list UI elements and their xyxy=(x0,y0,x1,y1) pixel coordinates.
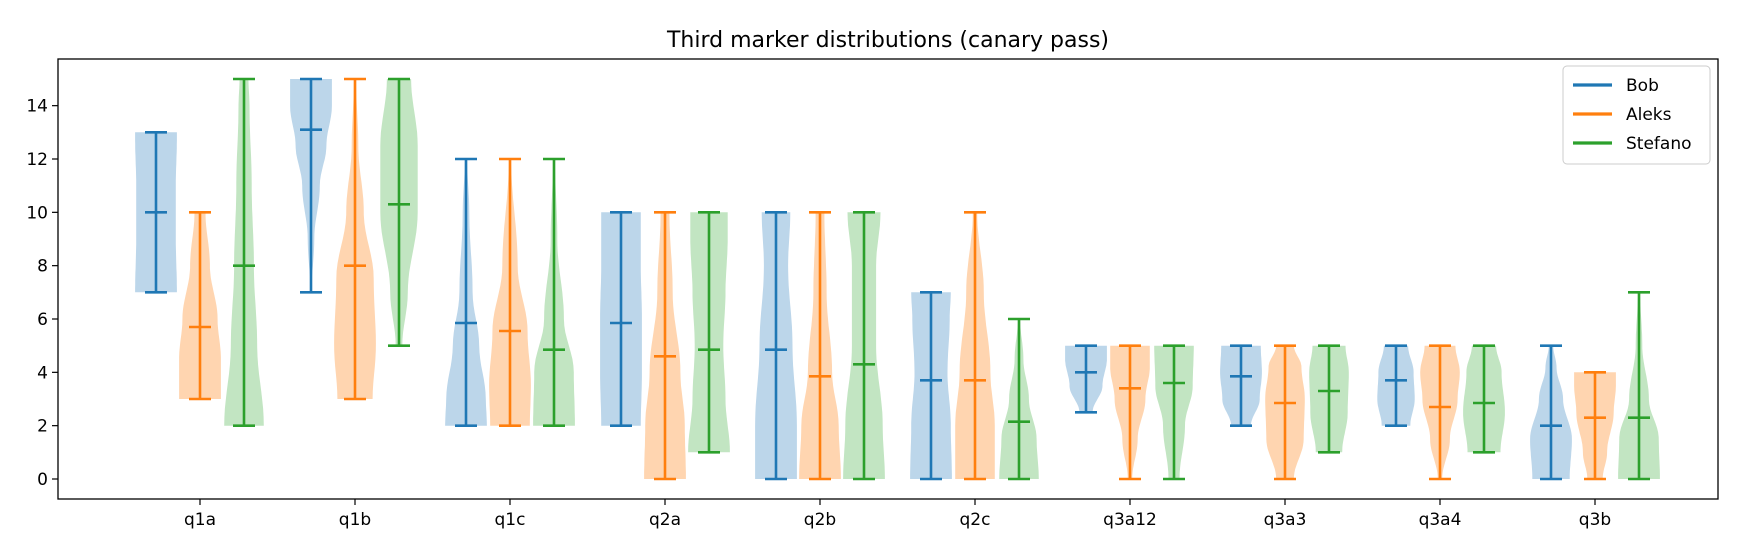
y-tick-label-0: 0 xyxy=(37,470,48,490)
plot-frame xyxy=(57,58,1719,500)
x-tick-label-q3b: q3b xyxy=(1579,510,1611,530)
legend-label-bob: Bob xyxy=(1626,76,1659,96)
y-tick-label-12: 12 xyxy=(26,150,48,170)
x-axis: q1a q1b q1c q2a q2b q2c q3a12 q3a3 q3a4 q3b xyxy=(184,499,1611,530)
y-tick-label-14: 14 xyxy=(26,97,48,117)
x-tick-label-q1c: q1c xyxy=(495,510,526,530)
legend: Bob Aleks Stefano xyxy=(1562,65,1711,165)
x-tick-label-q2c: q2c xyxy=(960,510,991,530)
y-tick-label-10: 10 xyxy=(26,203,48,223)
x-tick-label-q3a4: q3a4 xyxy=(1419,510,1462,530)
x-tick-label-q3a12: q3a12 xyxy=(1103,510,1157,530)
x-tick-label-q3a3: q3a3 xyxy=(1264,510,1307,530)
legend-box xyxy=(1562,65,1711,165)
legend-label-aleks: Aleks xyxy=(1626,105,1672,125)
y-tick-label-2: 2 xyxy=(37,417,48,437)
violin-layer xyxy=(135,79,1660,480)
x-tick-label-q2b: q2b xyxy=(804,510,836,530)
chart-title: Third marker distributions (canary pass) xyxy=(666,28,1109,53)
legend-label-stefano: Stefano xyxy=(1626,134,1692,154)
y-tick-label-4: 4 xyxy=(37,363,48,383)
stat-line-layer xyxy=(145,77,1650,481)
x-tick-label-q1a: q1a xyxy=(184,510,216,530)
y-tick-label-6: 6 xyxy=(37,310,48,330)
y-tick-label-8: 8 xyxy=(37,257,48,277)
x-tick-label-q1b: q1b xyxy=(339,510,371,530)
x-tick-label-q2a: q2a xyxy=(649,510,681,530)
y-axis: 0 2 4 6 8 10 12 14 xyxy=(26,97,58,490)
